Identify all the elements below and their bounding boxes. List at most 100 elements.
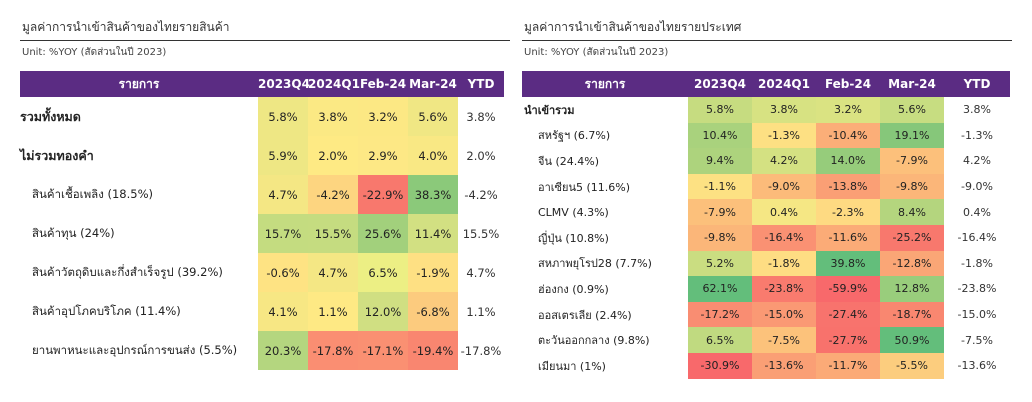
- header-ytd: YTD: [458, 71, 504, 97]
- table-row: ญี่ปุ่น (10.8%) -9.8% -16.4% -11.6% -25.2% -1…: [522, 224, 1010, 251]
- value-cell: 8.4%: [880, 199, 944, 225]
- value-cell: -59.9%: [816, 276, 880, 302]
- row-label: สินค้าอุปโภคบริโภค (11.4%): [32, 303, 181, 318]
- header-ytd: YTD: [944, 71, 1010, 97]
- value-cell: -13.8%: [816, 173, 880, 200]
- value-cell: -1.9%: [408, 253, 458, 292]
- value-cell: -27.4%: [816, 301, 880, 328]
- value-cell: -1.3%: [752, 122, 816, 149]
- table-header-row: รายการ 2023Q4 2024Q1 Feb-24 Mar-24 YTD: [20, 71, 504, 97]
- header-2023q4: 2023Q4: [258, 71, 310, 97]
- table-row: สหรัฐฯ (6.7%) 10.4% -1.3% -10.4% 19.1% -1.3%: [522, 122, 1010, 149]
- ytd-cell: 3.8%: [963, 103, 991, 117]
- value-cell: 4.0%: [408, 136, 458, 175]
- table-row: ฮ่องกง (0.9%) 62.1% -23.8% -59.9% 12.8% -23.8…: [522, 276, 1010, 302]
- table-row: เมียนมา (1%) -30.9% -13.6% -11.7% -5.5% -13.6…: [522, 352, 1010, 379]
- ytd-cell: 15.5%: [462, 226, 500, 241]
- value-cell: 62.1%: [688, 276, 752, 302]
- table-row: จีน (24.4%) 9.4% 4.2% 14.0% -7.9% 4.2%: [522, 148, 1010, 174]
- unit-note: Unit: %YOY (สัดส่วนในปี 2023): [524, 47, 669, 58]
- panel-title: มูลค่าการนำเข้าสินค้าของไทยรายสินค้า: [22, 20, 230, 34]
- value-cell: 5.6%: [408, 97, 458, 136]
- panel-title: มูลค่าการนำเข้าสินค้าของไทยรายประเทศ: [524, 20, 742, 34]
- value-cell: -5.5%: [880, 352, 944, 379]
- table-row: ตะวันออกกลาง (9.8%) 6.5% -7.5% -27.7% 50.9% -…: [522, 327, 1010, 353]
- row-label: สหภาพยุโรป28 (7.7%): [538, 257, 652, 271]
- value-cell: 25.6%: [358, 214, 408, 253]
- value-cell: 3.8%: [752, 97, 816, 123]
- value-cell: 9.4%: [688, 148, 752, 174]
- header-2024q1: 2024Q1: [752, 71, 816, 97]
- value-cell: -27.7%: [816, 327, 880, 353]
- value-cell: -23.8%: [752, 276, 816, 302]
- row-label: สินค้าทุน (24%): [32, 225, 115, 240]
- table-row: สินค้าวัตถุดิบและกึ่งสำเร็จรูป (39.2%) -0…: [20, 253, 504, 292]
- value-cell: -10.4%: [816, 122, 880, 149]
- value-cell: -7.5%: [752, 327, 816, 353]
- value-cell: 3.8%: [308, 97, 358, 136]
- header-item: รายการ: [20, 71, 258, 97]
- value-cell: 4.2%: [752, 148, 816, 174]
- ytd-cell: -13.6%: [957, 359, 997, 373]
- value-cell: -9.8%: [880, 173, 944, 200]
- header-2023q4: 2023Q4: [688, 71, 752, 97]
- ytd-cell: 4.7%: [466, 265, 496, 280]
- country-import-panel: มูลค่าการนำเข้าสินค้าของไทยรายประเทศ Uni…: [522, 18, 1012, 379]
- value-cell: 4.7%: [308, 253, 358, 292]
- value-cell: -11.7%: [816, 352, 880, 379]
- table-row: นำเข้ารวม 5.8% 3.8% 3.2% 5.6% 3.8%: [522, 97, 1010, 123]
- ytd-cell: -23.8%: [957, 282, 997, 296]
- value-cell: -1.1%: [688, 173, 752, 200]
- ytd-cell: 0.4%: [963, 205, 991, 219]
- value-cell: 15.5%: [308, 214, 358, 253]
- row-label: อาเซียน5 (11.6%): [538, 180, 630, 194]
- row-label: CLMV (4.3%): [538, 205, 609, 219]
- value-cell: -12.8%: [880, 250, 944, 277]
- value-cell: -7.9%: [688, 199, 752, 225]
- table-body: รวมทั้งหมด 5.8% 3.8% 3.2% 5.6% 3.8% ไม่รวมทองค…: [20, 97, 504, 370]
- unit-note: Unit: %YOY (สัดส่วนในปี 2023): [22, 47, 167, 58]
- value-cell: 0.4%: [752, 199, 816, 225]
- value-cell: 2.9%: [358, 136, 408, 175]
- value-cell: -1.8%: [752, 250, 816, 277]
- value-cell: 19.1%: [880, 122, 944, 149]
- row-label: ไม่รวมทองคำ: [20, 147, 94, 163]
- ytd-cell: 2.0%: [466, 148, 496, 163]
- value-cell: 5.2%: [688, 250, 752, 277]
- value-cell: 4.7%: [258, 175, 308, 214]
- header-item: รายการ: [522, 71, 688, 97]
- value-cell: -19.4%: [408, 331, 458, 370]
- value-cell: -25.2%: [880, 224, 944, 251]
- row-label: ฮ่องกง (0.9%): [538, 282, 609, 296]
- value-cell: -15.0%: [752, 301, 816, 328]
- value-cell: -17.8%: [308, 331, 358, 370]
- table-row: รวมทั้งหมด 5.8% 3.8% 3.2% 5.6% 3.8%: [20, 97, 504, 136]
- value-cell: -6.8%: [408, 292, 458, 331]
- title-divider: [522, 40, 1012, 41]
- value-cell: 39.8%: [816, 250, 880, 277]
- row-label: สหรัฐฯ (6.7%): [538, 129, 611, 143]
- country-import-table: รายการ 2023Q4 2024Q1 Feb-24 Mar-24 YTD นำเข้า…: [522, 71, 1010, 379]
- table-row: ยานพาหนะและอุปกรณ์การขนส่ง (5.5%) 20.3% -1…: [20, 331, 504, 370]
- value-cell: 3.2%: [358, 97, 408, 136]
- ytd-cell: 4.2%: [963, 154, 991, 168]
- table-header-row: รายการ 2023Q4 2024Q1 Feb-24 Mar-24 YTD: [522, 71, 1010, 97]
- row-label: เมียนมา (1%): [538, 359, 606, 373]
- value-cell: -17.1%: [358, 331, 408, 370]
- value-cell: 20.3%: [258, 331, 308, 370]
- table-row: สินค้าทุน (24%) 15.7% 15.5% 25.6% 11.4% 15.5%: [20, 214, 504, 253]
- value-cell: 12.8%: [880, 276, 944, 302]
- value-cell: 11.4%: [408, 214, 458, 253]
- header-mar-24: Mar-24: [880, 71, 944, 97]
- table-body: นำเข้ารวม 5.8% 3.8% 3.2% 5.6% 3.8% สหรัฐฯ (6.7…: [522, 97, 1010, 379]
- value-cell: 5.8%: [688, 97, 752, 123]
- ytd-cell: -9.0%: [961, 180, 993, 194]
- value-cell: -13.6%: [752, 352, 816, 379]
- ytd-cell: -7.5%: [961, 333, 993, 347]
- table-row: ออสเตรเลีย (2.4%) -17.2% -15.0% -27.4% -18.7…: [522, 301, 1010, 328]
- product-import-table: รายการ 2023Q4 2024Q1 Feb-24 Mar-24 YTD รวมทั้…: [20, 71, 504, 370]
- value-cell: 50.9%: [880, 327, 944, 353]
- value-cell: -7.9%: [880, 148, 944, 174]
- value-cell: 15.7%: [258, 214, 308, 253]
- value-cell: 6.5%: [688, 327, 752, 353]
